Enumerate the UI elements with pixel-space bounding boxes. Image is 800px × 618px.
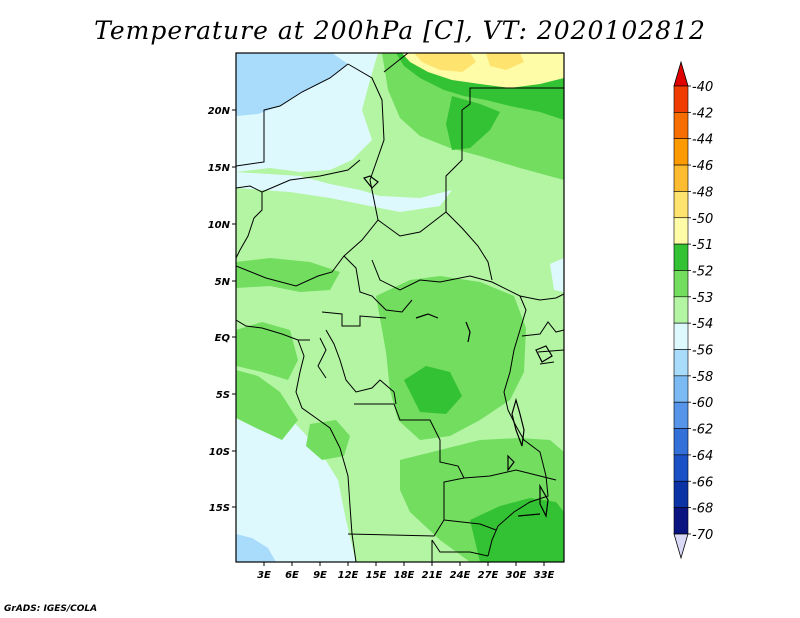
lat-label-10s: 10S [209, 447, 230, 458]
colorbar-label: -53 [692, 291, 713, 306]
colorbar-segment [673, 85, 689, 113]
field-region-coast-warm [236, 322, 298, 380]
lakes [362, 175, 553, 519]
lat-label-20n: 20N [208, 106, 231, 117]
field-region-southeast-green [470, 498, 564, 562]
colorbar-label: -66 [692, 475, 713, 490]
colorbar-label: -70 [692, 528, 713, 543]
field-region-north-yellow-east [486, 53, 524, 70]
colorbar-label: -40 [692, 80, 713, 95]
colorbar-segment [673, 217, 689, 245]
longitude-labels: 3E 6E 9E 12E 15E 18E 21E 24E 27E 30E 33E [257, 570, 554, 581]
lon-label-15e: 15E [366, 570, 387, 581]
colorbar-label: -56 [692, 344, 713, 359]
lat-label-5s: 5S [216, 390, 230, 401]
colorbar-label: -58 [692, 370, 713, 385]
lon-label-24e: 24E [450, 570, 471, 581]
field-region-sahel-warm-band [236, 258, 340, 292]
latitude-labels: 20N 15N 10N 5N EQ 5S 10S 15S [208, 106, 231, 514]
colorbar-segment [673, 296, 689, 324]
colorbar-label: -51 [692, 238, 713, 253]
colorbar-segment [673, 428, 689, 456]
lon-label-30e: 30E [506, 570, 527, 581]
colorbar-label: -44 [692, 133, 713, 148]
colorbar-segment [673, 349, 689, 377]
lon-label-9e: 9E [313, 570, 327, 581]
colorbar-bottom-arrow [673, 533, 689, 560]
colorbar-label: -50 [692, 212, 713, 227]
colorbar-label: -46 [692, 159, 713, 174]
colorbar-top-arrow [673, 60, 689, 87]
colorbar-label: -62 [692, 423, 713, 438]
colorbar-segment [673, 164, 689, 192]
lat-label-15s: 15S [209, 503, 230, 514]
colorbar-label: -54 [692, 317, 713, 332]
lon-label-21e: 21E [422, 570, 443, 581]
lon-label-3e: 3E [257, 570, 271, 581]
field-region-atlantic-cold [236, 395, 356, 562]
colorbar-segment [673, 138, 689, 166]
colorbar-segment [673, 507, 689, 535]
lat-label-5n: 5N [215, 277, 231, 288]
map-plot-area [236, 53, 564, 562]
field-region-northwest-coldest [236, 53, 348, 116]
field-region-southwest-inland-warm [306, 420, 350, 460]
colorbar-segment [673, 270, 689, 298]
field-region-northeast-green-lobe [446, 96, 500, 150]
lat-label-10n: 10N [208, 220, 231, 231]
colorbar-segment [673, 243, 689, 271]
colorbar-label: -64 [692, 449, 713, 464]
field-region-central-green [404, 366, 462, 414]
colorbar-segment [673, 401, 689, 429]
lat-label-eq: EQ [215, 333, 231, 344]
colorbar-segment [673, 191, 689, 219]
colorbar-label: -60 [692, 396, 713, 411]
colorbar-label: -52 [692, 264, 713, 279]
colorbar-segment [673, 454, 689, 482]
colorbar-segment [673, 322, 689, 350]
lon-label-12e: 12E [338, 570, 359, 581]
colorbar-segment [673, 375, 689, 403]
field-region-north-yellow [414, 53, 476, 72]
colorbar-segment [673, 480, 689, 508]
field-region-southwest-coldest [236, 534, 276, 562]
field-region-north-cold-band [236, 172, 452, 212]
political-borders [236, 53, 564, 562]
colorbar-label: -48 [692, 185, 713, 200]
latitude-axis [232, 109, 236, 508]
lon-label-33e: 33E [534, 570, 555, 581]
credit-label: GrADS: IGES/COLA [4, 604, 98, 614]
colorbar: -40 -42 -44 -46 -48 -50 -51 -52 -53 -54 -56 -58 -60 -… [673, 60, 713, 560]
lon-label-18e: 18E [394, 570, 415, 581]
map-frame [235, 52, 565, 563]
longitude-axis [263, 562, 545, 566]
field-region-southwest-warm [236, 370, 298, 440]
colorbar-label: -68 [692, 502, 713, 517]
chart-title: Temperature at 200hPa [C], VT: 202010281… [94, 16, 706, 45]
lon-label-27e: 27E [478, 570, 499, 581]
colorbar-segment [673, 112, 689, 139]
lon-label-6e: 6E [285, 570, 299, 581]
lat-label-15n: 15N [208, 163, 231, 174]
field-region-east-cold-patch [550, 258, 564, 292]
colorbar-label: -42 [692, 106, 713, 121]
